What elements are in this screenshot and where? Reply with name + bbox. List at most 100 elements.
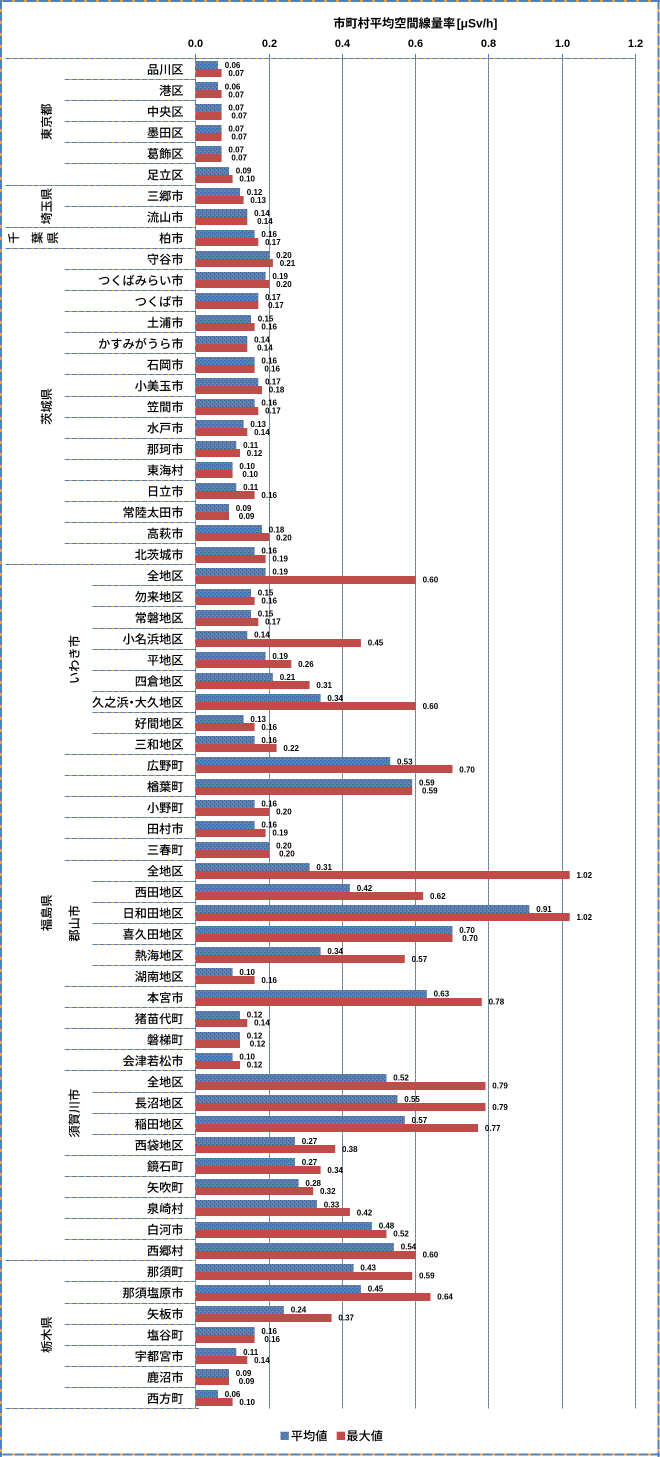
svg-text:0.14: 0.14 [257,217,273,226]
svg-text:0.16: 0.16 [261,1327,277,1336]
svg-text:0.63: 0.63 [434,989,450,998]
svg-text:0.59: 0.59 [422,786,438,795]
svg-text:0.11: 0.11 [243,441,259,450]
svg-text:0.12: 0.12 [247,1032,263,1041]
svg-text:0.13: 0.13 [250,420,266,429]
svg-text:0.21: 0.21 [280,259,296,268]
svg-text:0.20: 0.20 [276,808,292,817]
svg-text:0.8: 0.8 [481,38,496,50]
svg-text:0.19: 0.19 [272,829,288,838]
svg-text:0.57: 0.57 [412,1116,428,1125]
svg-text:0.62: 0.62 [430,892,446,901]
svg-text:[μSv/h]: [μSv/h] [457,17,498,31]
svg-text:0.27: 0.27 [302,1158,318,1167]
svg-text:0.13: 0.13 [250,715,266,724]
svg-text:1.0: 1.0 [555,38,570,50]
svg-text:0.2: 0.2 [262,38,277,50]
svg-text:0.31: 0.31 [316,863,332,872]
svg-text:0.24: 0.24 [291,1306,307,1315]
svg-text:0.22: 0.22 [283,744,299,753]
svg-text:0.17: 0.17 [265,378,281,387]
svg-text:0.33: 0.33 [324,1200,340,1209]
svg-text:0.64: 0.64 [437,1293,453,1302]
svg-text:0.20: 0.20 [276,280,292,289]
svg-text:0.20: 0.20 [279,850,295,859]
svg-text:0.15: 0.15 [258,610,274,619]
svg-text:0.07: 0.07 [228,69,244,78]
svg-text:0.12: 0.12 [247,1010,263,1019]
svg-text:0.18: 0.18 [269,386,285,395]
svg-text:0.19: 0.19 [272,554,288,563]
svg-text:0.45: 0.45 [368,1285,384,1294]
svg-text:0.34: 0.34 [327,947,343,956]
svg-text:0.70: 0.70 [462,934,478,943]
svg-text:0.26: 0.26 [298,660,314,669]
svg-text:0.12: 0.12 [247,188,263,197]
svg-text:0.12: 0.12 [250,1040,266,1049]
svg-text:0.79: 0.79 [492,1082,508,1091]
svg-text:0.60: 0.60 [423,576,439,585]
svg-text:0.20: 0.20 [276,842,292,851]
svg-text:0.16: 0.16 [261,736,277,745]
svg-text:0.15: 0.15 [258,314,274,323]
svg-text:0.10: 0.10 [239,1398,255,1407]
svg-text:0.17: 0.17 [268,301,284,310]
svg-text:0.11: 0.11 [243,1348,259,1357]
svg-text:0.43: 0.43 [360,1264,376,1273]
svg-text:0.10: 0.10 [239,175,255,184]
svg-text:1.02: 1.02 [577,913,593,922]
svg-text:0.20: 0.20 [276,533,292,542]
svg-text:0.07: 0.07 [231,111,247,120]
svg-text:0.18: 0.18 [269,525,285,534]
svg-text:0.09: 0.09 [236,504,252,513]
svg-text:0.11: 0.11 [243,483,259,492]
svg-text:0.17: 0.17 [265,238,281,247]
svg-text:0.42: 0.42 [357,1208,373,1217]
svg-text:0.10: 0.10 [239,462,255,471]
svg-text:0.10: 0.10 [239,1053,255,1062]
svg-text:0.77: 0.77 [485,1124,501,1133]
svg-text:0.37: 0.37 [338,1314,354,1323]
svg-text:0.07: 0.07 [228,125,244,134]
svg-text:0.16: 0.16 [264,365,280,374]
svg-text:0.52: 0.52 [393,1074,409,1083]
svg-text:0.17: 0.17 [265,293,281,302]
svg-text:0.16: 0.16 [261,399,277,408]
svg-text:0.48: 0.48 [379,1221,395,1230]
svg-text:0.78: 0.78 [489,997,505,1006]
svg-text:0.16: 0.16 [261,597,277,606]
svg-text:0.07: 0.07 [231,154,247,163]
svg-text:0.09: 0.09 [236,1369,252,1378]
svg-text:0.16: 0.16 [261,357,277,366]
svg-text:0.28: 0.28 [305,1179,321,1188]
svg-text:0.91: 0.91 [536,905,552,914]
svg-text:0.10: 0.10 [239,968,255,977]
svg-text:0.79: 0.79 [492,1103,508,1112]
svg-text:0.17: 0.17 [265,407,281,416]
svg-text:0.34: 0.34 [327,1166,343,1175]
svg-text:0.16: 0.16 [261,821,277,830]
svg-text:0.07: 0.07 [228,146,244,155]
svg-text:0.12: 0.12 [247,449,263,458]
svg-text:0.20: 0.20 [276,251,292,260]
svg-text:0.16: 0.16 [261,723,277,732]
svg-text:0.4: 0.4 [335,38,351,50]
svg-text:0.13: 0.13 [250,196,266,205]
svg-text:0.55: 0.55 [404,1095,420,1104]
svg-text:0.19: 0.19 [272,568,288,577]
svg-text:0.14: 0.14 [254,1356,270,1365]
svg-text:0.53: 0.53 [397,757,413,766]
svg-text:0.14: 0.14 [257,343,273,352]
svg-text:0.32: 0.32 [320,1187,336,1196]
svg-text:0.31: 0.31 [316,681,332,690]
svg-text:0.07: 0.07 [228,90,244,99]
svg-text:0.16: 0.16 [261,800,277,809]
svg-text:0.09: 0.09 [239,512,255,521]
svg-text:0.60: 0.60 [423,1251,439,1260]
svg-text:0.06: 0.06 [225,1390,241,1399]
svg-text:0.06: 0.06 [225,82,241,91]
svg-text:0.07: 0.07 [231,133,247,142]
svg-text:0.21: 0.21 [280,673,296,682]
svg-text:0.09: 0.09 [239,1377,255,1386]
svg-text:0.07: 0.07 [228,103,244,112]
